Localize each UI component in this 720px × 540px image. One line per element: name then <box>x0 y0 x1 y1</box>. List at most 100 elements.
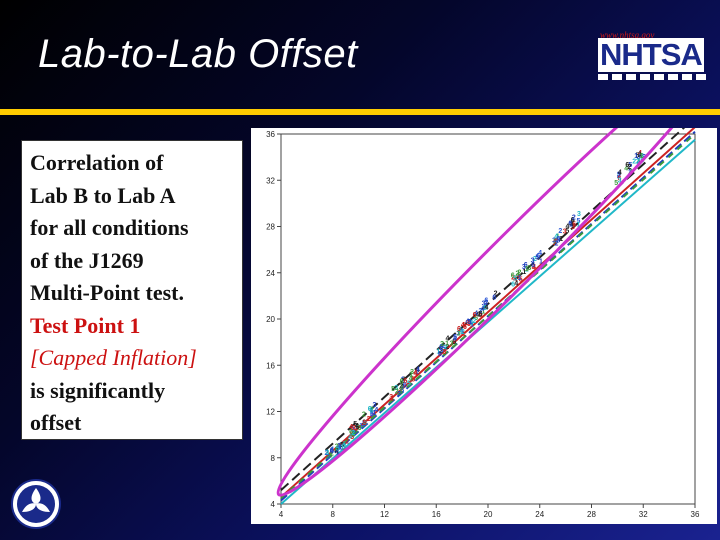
scatter-point: 6 <box>463 324 467 331</box>
scatter-point: 5 <box>370 411 374 418</box>
scatter-point: 5 <box>440 348 444 355</box>
fit-line <box>280 117 696 491</box>
scatter-point: 3 <box>618 178 622 185</box>
scatter-point: 1 <box>339 442 343 449</box>
scatter-point: 1 <box>485 300 489 307</box>
scatter-point: 5 <box>442 345 446 352</box>
scatter-point: 6 <box>554 238 558 245</box>
scatter-point: 2 <box>367 416 371 423</box>
scatter-point: 3 <box>527 265 531 272</box>
scatter-point: 6 <box>403 382 407 389</box>
scatter-point: 3 <box>358 425 362 432</box>
scatter-point: 5 <box>572 222 576 229</box>
scatter-point: 1 <box>336 450 340 457</box>
slide-title: Lab-to-Lab Offset <box>38 32 358 76</box>
scatter-point: 3 <box>467 321 471 328</box>
y-tick-label: 20 <box>266 315 275 324</box>
scatter-point: 4 <box>538 250 542 257</box>
scatter-point: 5 <box>353 421 357 428</box>
scatter-point: 4 <box>461 332 465 339</box>
scatter-point: 1 <box>361 421 365 428</box>
scatter-point: 1 <box>409 371 413 378</box>
scatter-point: 1 <box>553 239 557 246</box>
scatter-point: 6 <box>625 162 629 169</box>
scatter-point: 4 <box>363 420 367 427</box>
scatter-point: 1 <box>525 266 529 273</box>
description-line-2: Lab B to Lab A <box>30 182 176 208</box>
x-tick-label: 8 <box>331 510 336 519</box>
scatter-point: 2 <box>494 290 498 297</box>
scatter-point: 6 <box>330 447 334 454</box>
scatter-point: 6 <box>342 444 346 451</box>
scatter-point: 6 <box>511 281 515 288</box>
y-tick-label: 8 <box>271 454 276 463</box>
scatter-point: 3 <box>457 331 461 338</box>
scatter-point: 4 <box>414 370 418 377</box>
description-tail-1: is significantly <box>30 377 166 403</box>
scatter-point: 2 <box>351 430 355 437</box>
scatter-point: 6 <box>404 378 408 385</box>
scatter-point: 2 <box>439 348 443 355</box>
scatter-point: 1 <box>337 443 341 450</box>
description-line-5: Multi-Point test. <box>30 280 184 305</box>
scatter-point: 4 <box>355 423 359 430</box>
scatter-point: 1 <box>415 369 419 376</box>
fit-line <box>280 133 696 499</box>
scatter-point: 2 <box>472 318 476 325</box>
scatter-point: 2 <box>632 158 636 165</box>
scatter-point: 3 <box>350 434 354 441</box>
scatter-point: 5 <box>340 442 344 449</box>
x-tick-label: 20 <box>484 510 493 519</box>
scatter-point: 4 <box>328 452 332 459</box>
scatter-point: 6 <box>439 344 443 351</box>
scatter-point: 2 <box>395 389 399 396</box>
scatter-point: 3 <box>531 264 535 271</box>
scatter-point: 2 <box>335 444 339 451</box>
scatter-point: 4 <box>461 322 465 329</box>
scatter-point: 6 <box>349 429 353 436</box>
scatter-point: 5 <box>628 162 632 169</box>
scatter-point: 4 <box>414 370 418 377</box>
x-tick-label: 12 <box>380 510 389 519</box>
ellipse-layer <box>276 34 720 497</box>
y-tick-label: 16 <box>266 361 275 370</box>
scatter-point: 3 <box>325 450 329 457</box>
scatter-point: 2 <box>362 411 366 418</box>
scatter-point: 5 <box>517 275 521 282</box>
scatter-point: 4 <box>465 318 469 325</box>
scatter-point: 3 <box>362 420 366 427</box>
scatter-point: 3 <box>577 211 581 218</box>
scatter-point: 3 <box>440 341 444 348</box>
scatter-point: 4 <box>474 311 478 318</box>
scatter-point: 5 <box>363 420 367 427</box>
scatter-point: 4 <box>349 424 353 431</box>
scatter-point: 3 <box>389 394 393 401</box>
title-divider <box>0 109 720 115</box>
scatter-point: 5 <box>342 442 346 449</box>
x-tick-label: 16 <box>432 510 441 519</box>
scatter-point: 4 <box>513 276 517 283</box>
scatter-point: 6 <box>368 406 372 413</box>
scatter-point: 6 <box>484 297 488 304</box>
scatter-point: 2 <box>399 388 403 395</box>
description-line-1: Correlation of <box>30 150 164 175</box>
scatter-point: 5 <box>614 180 618 187</box>
scatter-point: 4 <box>565 223 569 230</box>
scatter-point: 3 <box>350 429 354 436</box>
scatter-point: 6 <box>457 326 461 333</box>
scatter-point: 3 <box>443 349 447 356</box>
scatter-point: 2 <box>571 220 575 227</box>
scatter-point: 4 <box>569 221 573 228</box>
scatter-point: 5 <box>411 376 415 383</box>
scatter-point: 6 <box>568 221 572 228</box>
description-tail-2: offset <box>30 410 82 435</box>
scatter-point: 1 <box>634 153 638 160</box>
scatter-point: 2 <box>345 438 349 445</box>
scatter-point: 4 <box>337 444 341 451</box>
fit-line <box>280 139 696 505</box>
scatter-point: 6 <box>400 379 404 386</box>
scatter-point: 3 <box>397 391 401 398</box>
scatter-point: 5 <box>565 228 569 235</box>
scatter-point: 1 <box>460 329 464 336</box>
